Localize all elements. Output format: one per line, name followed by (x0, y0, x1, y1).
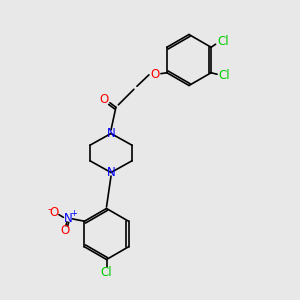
Text: +: + (70, 209, 77, 218)
Text: Cl: Cl (101, 266, 112, 280)
Text: Cl: Cl (219, 69, 230, 82)
Text: O: O (150, 68, 160, 81)
Text: N: N (106, 127, 116, 140)
Text: O: O (99, 93, 109, 106)
Text: N: N (64, 212, 72, 225)
Text: O: O (60, 224, 70, 237)
Text: Cl: Cl (217, 35, 229, 48)
Text: O: O (50, 206, 59, 219)
Text: N: N (106, 166, 116, 179)
Text: -: - (47, 204, 51, 214)
